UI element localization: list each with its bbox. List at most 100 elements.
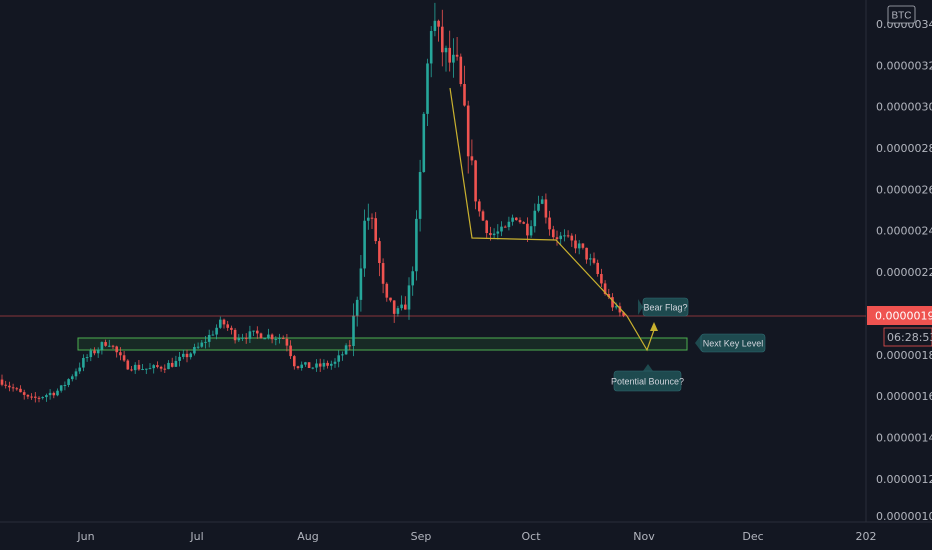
candle-down[interactable] [163,368,167,370]
candle-down[interactable] [230,327,233,330]
candle-up[interactable] [48,392,52,396]
price-axis[interactable] [866,0,932,550]
candle-down[interactable] [489,233,492,236]
candle-down[interactable] [137,364,141,370]
symbol-badge[interactable]: BTC [887,5,916,24]
candle-down[interactable] [15,388,19,390]
candle-down[interactable] [93,350,96,354]
candle-down[interactable] [326,362,329,366]
candle-down[interactable] [122,355,126,361]
candle-down[interactable] [474,160,477,202]
candle-up[interactable] [100,342,104,350]
candle-down[interactable] [281,337,285,339]
candle-up[interactable] [78,367,81,372]
potential-bounce-annotation[interactable]: Potential Bounce? [611,364,684,392]
candle-down[interactable] [19,388,22,393]
candle-down[interactable] [552,229,555,238]
candle-up[interactable] [411,271,414,286]
candle-down[interactable] [170,362,174,367]
candle-down[interactable] [441,26,444,53]
candle-up[interactable] [82,357,85,368]
candle-up[interactable] [367,217,370,221]
candle-down[interactable] [596,262,599,275]
candle-down[interactable] [448,47,451,63]
candle-down[interactable] [581,243,585,248]
candle-down[interactable] [318,363,322,367]
candle-up[interactable] [589,258,592,260]
candle-down[interactable] [544,199,548,218]
candle-up[interactable] [207,334,211,342]
candle-up[interactable] [492,233,496,236]
candle-up[interactable] [537,203,540,211]
candle-up[interactable] [204,341,207,343]
candle-down[interactable] [370,217,374,219]
candle-up[interactable] [511,217,514,222]
candle-down[interactable] [222,319,226,325]
candle-up[interactable] [200,342,204,347]
candle-up[interactable] [148,368,152,370]
candle-up[interactable] [167,362,170,370]
candle-up[interactable] [252,330,255,332]
candle-down[interactable] [518,220,522,223]
candle-down[interactable] [226,324,229,328]
candle-up[interactable] [211,334,215,336]
candle-down[interactable] [603,283,607,295]
candle-down[interactable] [111,345,115,347]
candle-down[interactable] [378,241,381,264]
candle-down[interactable] [374,218,377,242]
candle-down[interactable] [104,342,107,346]
candle-down[interactable] [548,217,551,230]
candle-down[interactable] [478,201,481,212]
candle-up[interactable] [241,337,244,339]
candle-down[interactable] [22,392,26,395]
candle-down[interactable] [592,258,596,263]
candle-down[interactable] [52,392,56,396]
candle-down[interactable] [130,369,133,371]
candle-up[interactable] [500,226,503,232]
candle-up[interactable] [193,346,196,354]
candle-down[interactable] [389,297,392,301]
candle-up[interactable] [359,268,363,300]
candle-up[interactable] [400,304,403,309]
candle-down[interactable] [307,362,311,369]
candle-up[interactable] [63,384,67,386]
candle-down[interactable] [115,346,118,353]
candle-up[interactable] [415,218,418,272]
candle-up[interactable] [311,367,315,369]
bear-flag-pattern-line[interactable] [449,87,655,352]
candle-up[interactable] [45,395,48,398]
candle-up[interactable] [396,308,400,314]
candle-up[interactable] [322,362,326,367]
candle-up[interactable] [74,371,78,377]
candle-up[interactable] [304,362,307,365]
candle-down[interactable] [34,396,37,398]
candle-down[interactable] [37,397,41,399]
candle-up[interactable] [215,327,218,335]
candle-up[interactable] [429,31,433,64]
candle-down[interactable] [156,365,159,367]
candle-up[interactable] [355,299,359,316]
candle-down[interactable] [459,56,463,85]
candle-down[interactable] [392,300,396,314]
candle-up[interactable] [278,337,281,339]
candle-up[interactable] [189,353,192,358]
candle-down[interactable] [463,84,466,106]
candle-up[interactable] [248,331,252,339]
candle-down[interactable] [585,247,588,260]
candle-up[interactable] [452,54,455,63]
candle-up[interactable] [496,231,500,234]
candle-up[interactable] [41,397,44,399]
candle-up[interactable] [182,353,185,357]
candle-down[interactable] [11,387,15,389]
candle-up[interactable] [108,345,111,347]
candle-down[interactable] [566,235,570,237]
candle-down[interactable] [503,226,507,228]
candle-down[interactable] [485,220,488,234]
candle-down[interactable] [293,356,296,367]
candle-down[interactable] [437,20,440,27]
candle-up[interactable] [533,210,537,227]
candle-down[interactable] [185,353,189,358]
candle-down[interactable] [0,379,4,385]
candle-down[interactable] [270,334,274,340]
